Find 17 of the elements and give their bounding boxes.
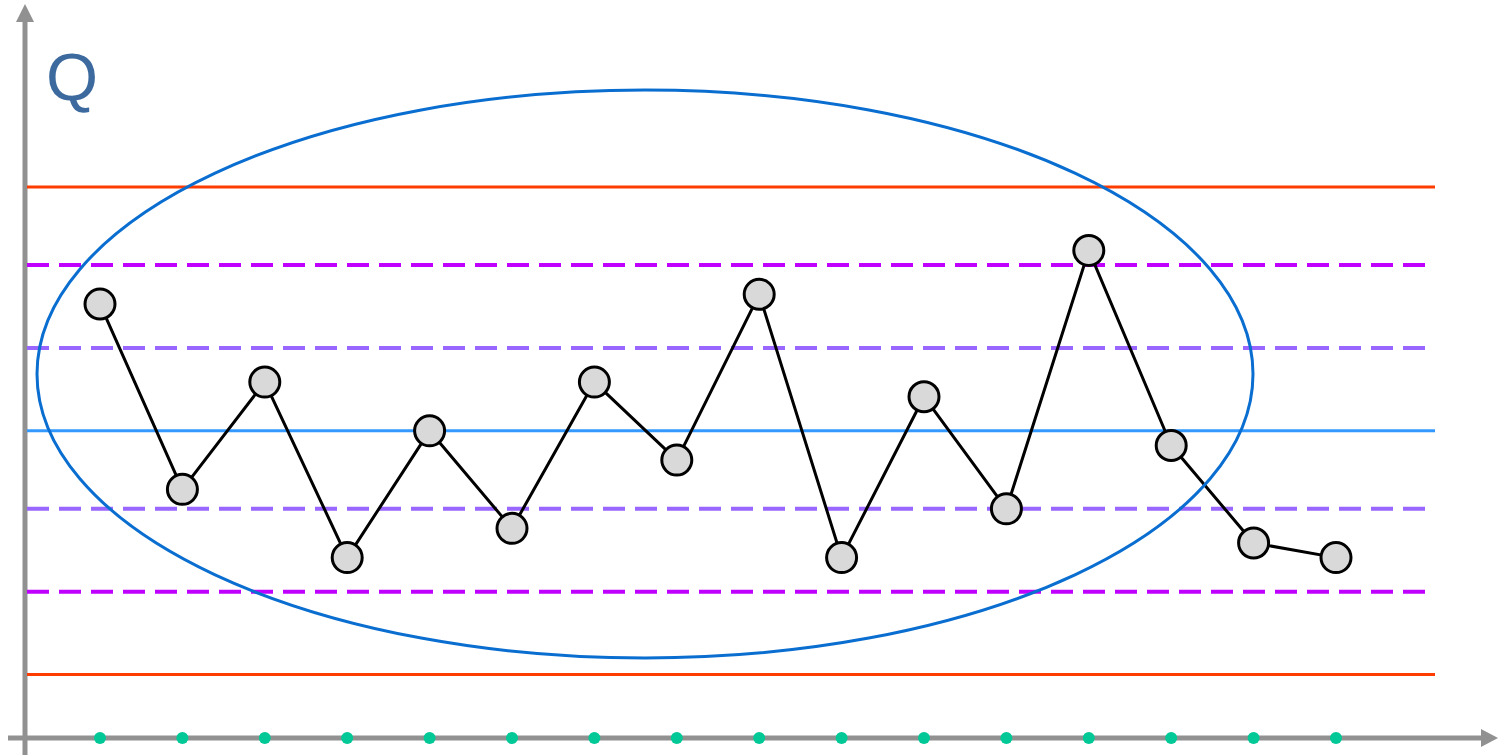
point [907,380,941,414]
point [248,365,282,399]
point [1154,428,1188,462]
point [1072,233,1106,267]
point [83,287,117,321]
point [660,443,694,477]
point [577,365,611,399]
point [413,414,447,448]
point [1319,541,1353,575]
point [330,541,364,575]
point [165,472,199,506]
point [495,511,529,545]
point [742,277,776,311]
point [1237,526,1271,560]
point [825,541,859,575]
y-axis-title: Q [46,39,99,114]
point [989,492,1023,526]
